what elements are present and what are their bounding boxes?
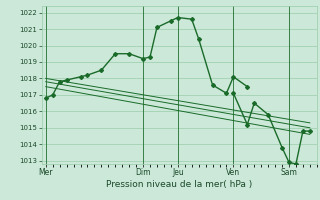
X-axis label: Pression niveau de la mer( hPa ): Pression niveau de la mer( hPa ): [106, 180, 252, 189]
